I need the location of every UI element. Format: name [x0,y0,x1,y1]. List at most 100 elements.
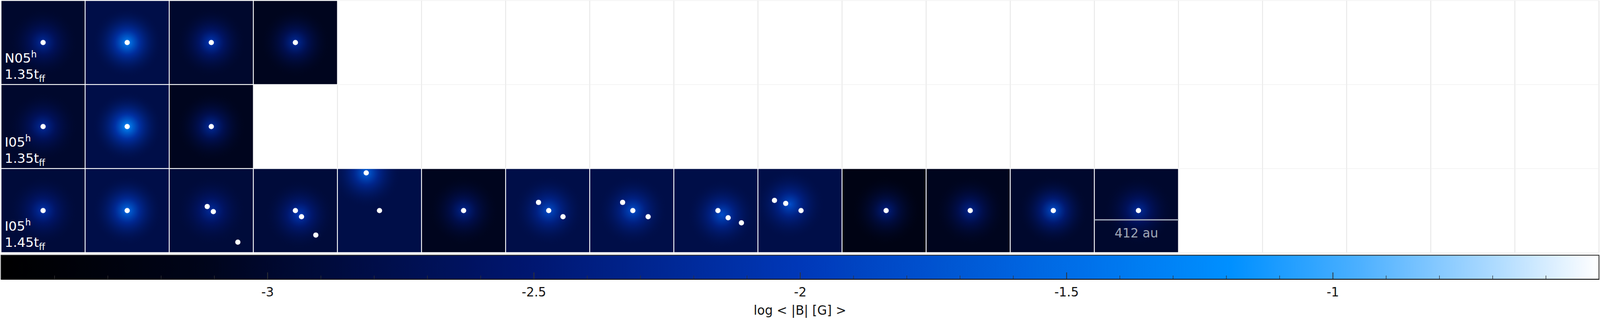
minor-tick-mark [853,275,854,280]
minor-tick-mark [1172,275,1174,280]
sink-particle [40,208,46,214]
minor-tick [374,275,375,280]
panel-border [253,168,338,253]
panel-image [505,168,590,253]
minor-tick [640,275,641,280]
panel [1,84,86,169]
panel [253,0,338,85]
field-peak [757,169,826,240]
sink-particle [208,40,215,46]
minor-tick-mark [1545,275,1547,280]
sink-particle [208,124,215,130]
minor-tick [746,275,748,280]
panel-image [1094,168,1179,253]
panel-border [85,0,170,85]
minor-tick-mark [160,275,162,280]
panel-image [85,84,170,169]
panel-border [1,0,86,85]
minor-tick-mark [1119,275,1120,280]
panel [169,168,254,253]
panel-border [169,84,254,169]
field-background [85,168,170,253]
minor-tick [320,275,322,280]
sink-particle [645,214,651,220]
minor-tick-mark [587,275,588,280]
sink-particle [235,239,241,245]
panel-border [85,168,170,253]
sink-particle [1050,208,1056,214]
sink-particle [725,215,731,221]
minor-tick-mark [320,275,322,280]
minor-tick-mark [374,275,375,280]
field-background [589,168,674,253]
panel-border [1,168,86,253]
panel [85,84,170,169]
minor-tick [1439,275,1440,280]
grid-line [1262,0,1264,253]
run-time: 1.35tff [4,150,46,169]
sink-particle [545,208,552,214]
panel [842,168,927,253]
minor-tick [1492,275,1493,280]
minor-tick [1545,275,1547,280]
minor-tick [1172,275,1174,280]
minor-tick-mark [1279,275,1280,280]
panel-border [842,168,927,253]
grid-line [1514,0,1516,253]
field-background [85,84,170,169]
field-background [169,168,254,253]
sink-particle [883,208,889,214]
panel-image [1010,168,1095,253]
sink-particle [313,232,319,238]
run-time-text: 1.35t [4,150,40,167]
colorbar-axis: -3-2.5-2-1.5-1 [1,272,1600,300]
minor-tick [1385,275,1387,280]
field-background [253,0,338,85]
minor-tick-mark [640,275,641,280]
panel: 412 au [1094,168,1179,253]
grid-line [1430,0,1432,253]
run-name-text: I05 [4,218,26,235]
panel [673,168,758,253]
minor-tick-mark [480,275,482,280]
field-peak [686,179,758,251]
panel-border [421,168,506,253]
minor-tick-mark [427,275,428,280]
field-peak [176,175,247,247]
tick-mark [267,272,269,280]
colorbar-title: log < |B| [G] > [753,303,847,319]
run-time: 1.35tff [4,66,46,85]
sink-particle [293,40,299,46]
colorbar-axis-line [1,279,1600,280]
field-background [253,168,338,253]
field-background [842,168,927,253]
tick-label: -2.5 [521,285,547,300]
tick: -2.5 [521,272,547,300]
run-name-sup: h [25,133,31,144]
sink-particle [298,214,305,220]
row-label: N05h1.35tff [4,49,46,85]
run-name: I05h [4,217,31,235]
minor-tick-mark [1225,275,1227,280]
minor-tick [1279,275,1280,280]
minor-tick-mark [959,275,961,280]
panel-image [169,84,254,169]
tick-mark [1332,272,1334,280]
panel-border [169,0,254,85]
sink-particle [40,124,46,130]
panel-image [169,168,254,253]
panel [1,0,86,85]
run-name: N05h [4,49,37,66]
minor-tick [1225,275,1227,280]
field-peak [176,7,247,78]
panel-row: I05h1.35tff [1,84,254,169]
field-peak [428,175,499,247]
colorbar-gradient [1,255,1599,280]
panel [1010,168,1095,253]
minor-tick [54,275,55,280]
field-background [1010,168,1095,253]
field-peak [1018,175,1089,247]
tick-mark [1066,272,1068,280]
run-time-sub: ff [38,73,46,85]
panel-image [673,168,758,253]
